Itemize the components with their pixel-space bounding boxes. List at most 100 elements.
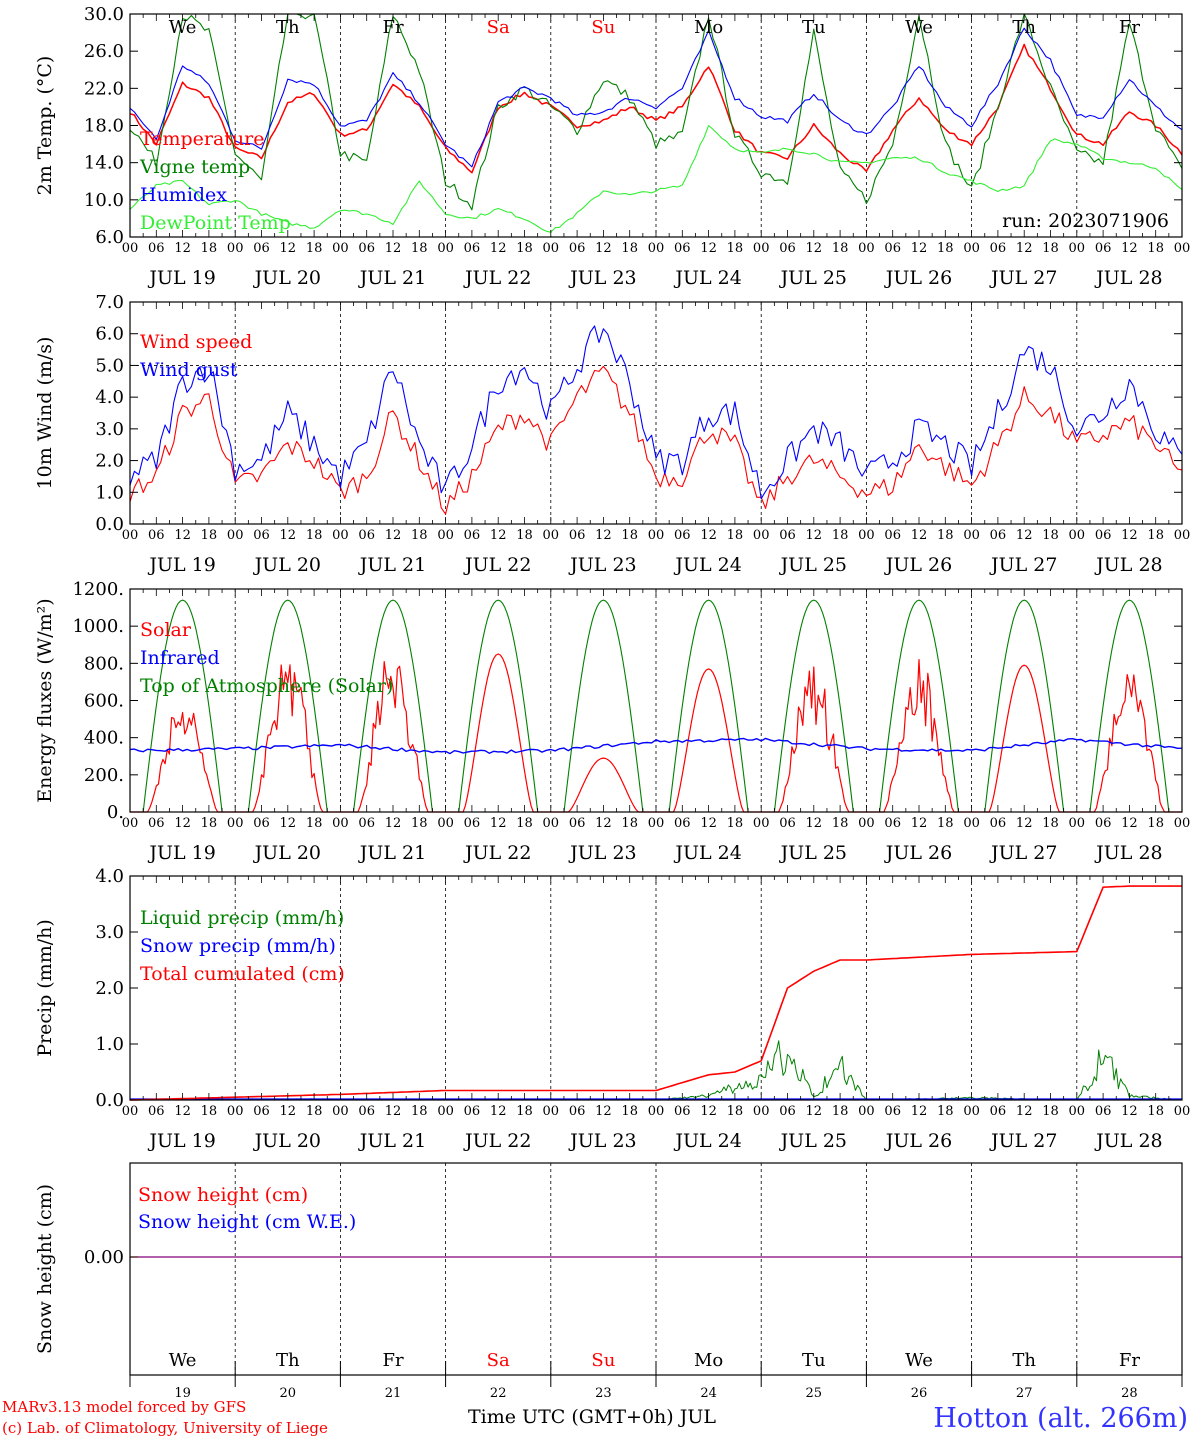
date-label: JUL 19 [147, 554, 215, 576]
hour-tick-label: 12 [174, 816, 191, 831]
hour-tick-label: 06 [358, 1104, 375, 1119]
hour-tick-label: 18 [621, 241, 638, 256]
hour-tick-label: 12 [806, 241, 823, 256]
date-label: JUL 24 [673, 1130, 741, 1152]
hour-tick-label: 12 [1016, 241, 1033, 256]
date-label: JUL 23 [568, 1130, 636, 1152]
hour-tick-label: 06 [674, 241, 691, 256]
hour-tick-label: 12 [280, 816, 297, 831]
y-tick-label: 800. [84, 653, 124, 674]
hour-tick-label: 12 [490, 1104, 507, 1119]
legend-entry: Liquid precip (mm/h) [140, 907, 344, 929]
hour-tick-label: 06 [990, 241, 1007, 256]
y-tick-label: 0.0 [95, 514, 124, 535]
hour-tick-label: 12 [1016, 1104, 1033, 1119]
hour-tick-label: 12 [385, 816, 402, 831]
series-line-infrared [129, 737, 1183, 755]
hour-tick-label: 06 [569, 528, 586, 543]
hour-tick-label: 12 [385, 528, 402, 543]
hour-tick-label: 12 [385, 1104, 402, 1119]
hour-tick-label: 00 [227, 528, 244, 543]
date-label: JUL 20 [253, 554, 321, 576]
hour-tick-label: 12 [1121, 816, 1138, 831]
hour-tick-label: 00 [963, 241, 980, 256]
hour-tick-label: 06 [148, 816, 165, 831]
legend-entry: Snow height (cm W.E.) [138, 1211, 356, 1233]
hour-tick-label: 06 [779, 1104, 796, 1119]
hour-tick-label: 06 [674, 1104, 691, 1119]
hour-tick-label: 06 [884, 528, 901, 543]
panel-3-frame [129, 588, 1183, 813]
legend-entry: Wind speed [140, 331, 252, 353]
y-axis-label: 10m Wind (m/s) [34, 337, 56, 490]
hour-tick-label: 12 [806, 816, 823, 831]
hour-tick-label: 00 [332, 816, 349, 831]
date-label: JUL 22 [463, 842, 531, 864]
hour-tick-label: 18 [832, 1104, 849, 1119]
hour-tick-label: 00 [1069, 816, 1086, 831]
hour-tick-label: 18 [516, 241, 533, 256]
hour-tick-label: 18 [1147, 1104, 1164, 1119]
legend-entry: Snow height (cm) [138, 1184, 308, 1206]
hour-tick-label: 00 [858, 816, 875, 831]
hour-tick-label: 06 [569, 1104, 586, 1119]
hour-tick-label: 00 [1069, 528, 1086, 543]
date-label: JUL 26 [884, 267, 952, 289]
hour-tick-label: 18 [1042, 528, 1059, 543]
run-annotation: run: 2023071906 [1002, 210, 1169, 232]
legend-entry: Temperature [140, 128, 264, 150]
weekday-label: We [905, 17, 933, 38]
hour-tick-label: 18 [937, 528, 954, 543]
date-label: JUL 19 [147, 267, 215, 289]
hour-tick-label: 06 [253, 816, 270, 831]
date-label: JUL 24 [673, 842, 741, 864]
hour-tick-label: 18 [516, 816, 533, 831]
y-tick-label: 2.0 [95, 451, 124, 472]
hour-tick-label: 18 [937, 816, 954, 831]
weekday-label: Tu [802, 1350, 826, 1371]
day-number-label: 22 [490, 1386, 507, 1401]
hour-tick-label: 00 [648, 1104, 665, 1119]
hour-tick-label: 18 [516, 528, 533, 543]
series-line-temperature [129, 43, 1183, 174]
hour-tick-label: 00 [858, 241, 875, 256]
hour-tick-label: 06 [569, 241, 586, 256]
date-label: JUL 26 [884, 842, 952, 864]
legend-entry: Solar [140, 619, 192, 641]
hour-tick-label: 18 [306, 1104, 323, 1119]
weekday-label: Fr [1119, 1350, 1140, 1371]
hour-tick-label: 06 [464, 528, 481, 543]
y-axis-label: 2m Temp. (°C) [34, 56, 56, 196]
date-label: JUL 19 [147, 1130, 215, 1152]
weekday-label: Tu [802, 17, 826, 38]
hour-tick-label: 06 [148, 241, 165, 256]
legend-entry: Infrared [140, 647, 220, 669]
weekday-label: Su [591, 17, 615, 38]
hour-tick-label: 18 [201, 528, 218, 543]
hour-tick-label: 18 [621, 816, 638, 831]
legend-entry: Wind gust [140, 359, 238, 381]
hour-tick-label: 06 [464, 816, 481, 831]
hour-tick-label: 00 [543, 241, 560, 256]
hour-tick-label: 00 [543, 816, 560, 831]
hour-tick-label: 18 [411, 1104, 428, 1119]
date-label: JUL 25 [779, 554, 847, 576]
date-label: JUL 25 [779, 267, 847, 289]
date-label: JUL 28 [1094, 267, 1162, 289]
y-tick-label: 1.0 [95, 482, 124, 503]
weekday-label: Th [276, 1350, 300, 1371]
hour-tick-label: 18 [937, 241, 954, 256]
legend-entry: Total cumulated (cm) [140, 963, 345, 985]
hour-tick-label: 00 [332, 1104, 349, 1119]
y-tick-label: 7.0 [95, 292, 124, 313]
hour-tick-label: 18 [516, 1104, 533, 1119]
hour-tick-label: 00 [1174, 241, 1191, 256]
day-number-label: 23 [595, 1386, 612, 1401]
hour-tick-label: 06 [253, 241, 270, 256]
series-line-humidex [129, 27, 1183, 168]
hour-tick-label: 12 [806, 1104, 823, 1119]
date-label: JUL 19 [147, 842, 215, 864]
hour-tick-label: 12 [1121, 1104, 1138, 1119]
hour-tick-label: 00 [332, 528, 349, 543]
hour-tick-label: 06 [358, 816, 375, 831]
